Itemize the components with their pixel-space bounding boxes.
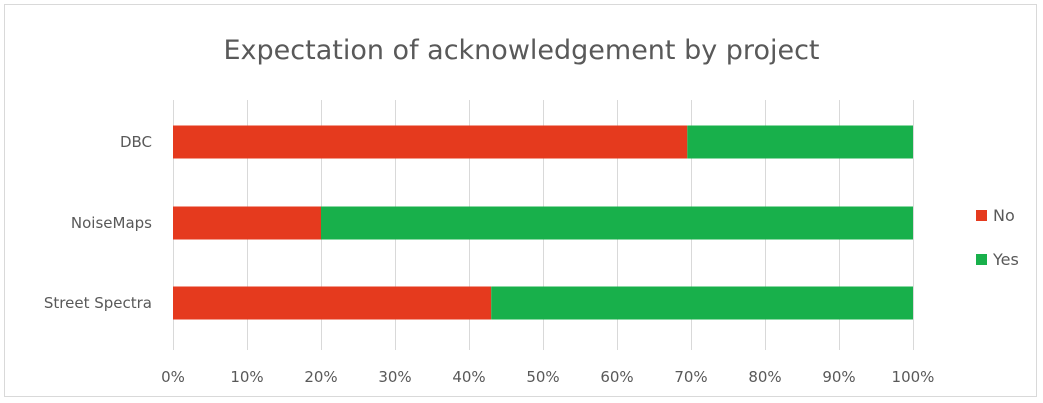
category-label: DBC: [120, 133, 152, 151]
bar-yes: [687, 125, 913, 159]
x-tick-label: 60%: [600, 368, 633, 386]
category-label: Street Spectra: [44, 294, 152, 312]
bar-no: [173, 206, 321, 240]
x-tick-label: 30%: [378, 368, 411, 386]
x-tick-label: 100%: [892, 368, 935, 386]
x-tick-label: 50%: [526, 368, 559, 386]
x-tick-label: 70%: [674, 368, 707, 386]
bar-no: [173, 125, 688, 159]
bar-yes: [491, 286, 913, 320]
legend-swatch: [976, 210, 987, 221]
legend-swatch: [976, 254, 987, 265]
legend-label: Yes: [992, 250, 1019, 269]
chart-title: Expectation of acknowledgement by projec…: [223, 35, 820, 66]
x-tick-label: 20%: [304, 368, 337, 386]
x-tick-label: 80%: [748, 368, 781, 386]
legend-label: No: [993, 206, 1015, 225]
x-tick-label: 0%: [161, 368, 185, 386]
x-tick-label: 10%: [230, 368, 263, 386]
x-tick-label: 90%: [822, 368, 855, 386]
chart-frame: [4, 4, 1037, 397]
category-label: NoiseMaps: [71, 214, 152, 232]
bar-yes: [321, 206, 913, 240]
bar-no: [173, 286, 492, 320]
x-tick-label: 40%: [452, 368, 485, 386]
